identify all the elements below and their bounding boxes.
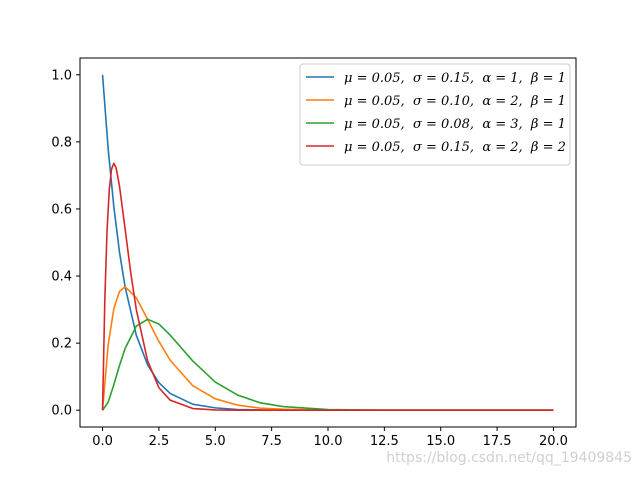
axis-ticks: 0.0 2.5 5.0 7.5 10.0 12.5 15.0 17.5 20.0 0.0 0.2 0.… [51, 68, 568, 449]
legend-label-3: μ = 0.05, σ = 0.08, α = 3, β = 1 [344, 117, 566, 132]
y-tick-label: 0.4 [51, 270, 72, 285]
plot-lines [101, 74, 554, 412]
series-line-4 [101, 162, 554, 412]
legend-label-1: μ = 0.05, σ = 0.15, α = 1, β = 1 [344, 71, 566, 86]
x-tick-label: 2.5 [149, 434, 170, 449]
legend: μ = 0.05, σ = 0.15, α = 1, β = 1 μ = 0.05… [299, 63, 571, 166]
x-tick-label: 15.0 [426, 434, 455, 449]
x-tick-label: 5.0 [205, 434, 226, 449]
x-tick-label: 0.0 [92, 434, 113, 449]
x-tick-label: 17.5 [483, 434, 512, 449]
legend-box [299, 63, 571, 166]
legend-label-2: μ = 0.05, σ = 0.10, α = 2, β = 1 [344, 94, 566, 109]
y-tick-label: 1.0 [51, 68, 72, 83]
x-tick-label: 20.0 [539, 434, 568, 449]
y-tick-label: 0.2 [51, 337, 72, 352]
y-tick-label: 0.6 [51, 202, 72, 217]
x-tick-label: 10.0 [314, 434, 343, 449]
plot-frame [79, 57, 577, 428]
y-tick-label: 0.0 [51, 404, 72, 419]
y-tick-label: 0.8 [51, 135, 72, 150]
legend-label-4: μ = 0.05, σ = 0.15, α = 2, β = 2 [344, 140, 566, 155]
watermark-text: https://blog.csdn.net/qq_19409845 [386, 450, 632, 466]
x-tick-label: 12.5 [370, 434, 399, 449]
x-tick-label: 7.5 [261, 434, 282, 449]
